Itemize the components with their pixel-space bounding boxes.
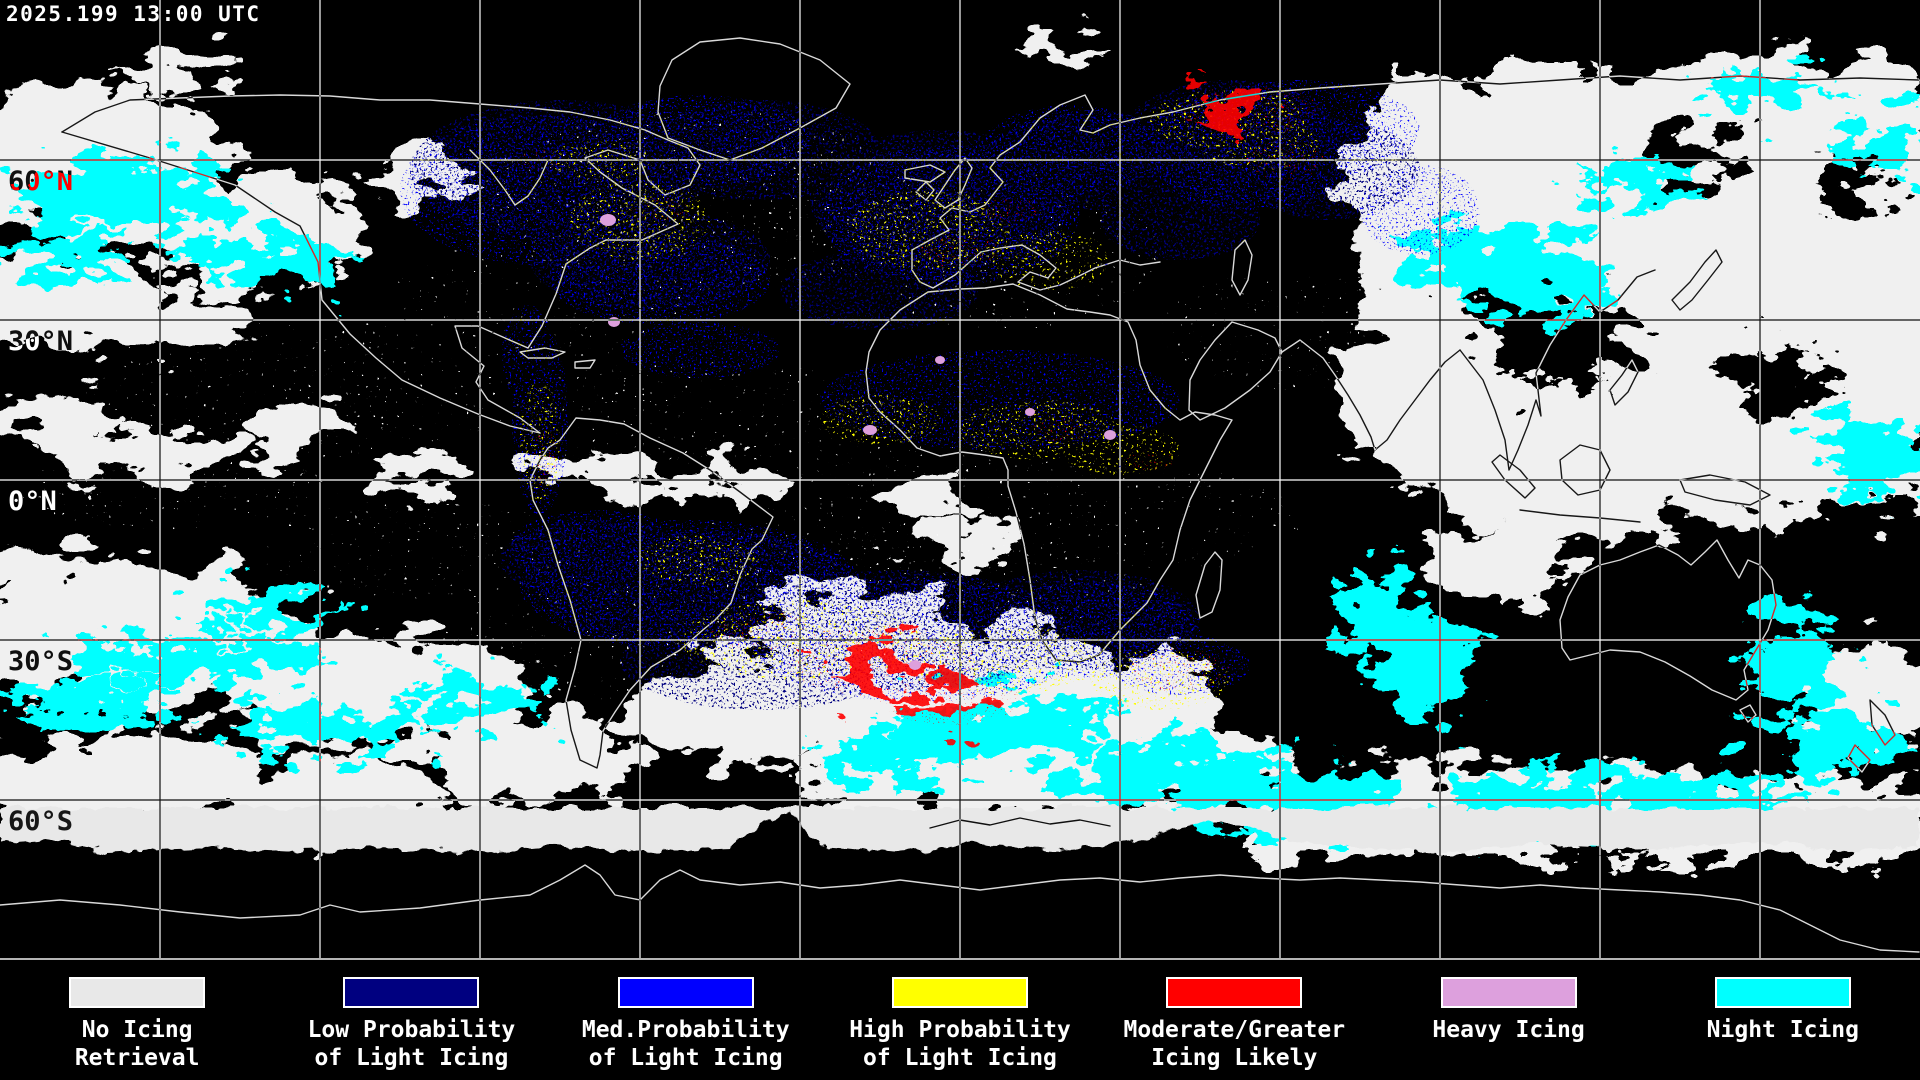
legend-item: Med.Probability of Light Icing: [549, 960, 823, 1080]
map-canvas: [0, 0, 1920, 960]
latitude-label: 30°S: [8, 646, 74, 677]
timestamp-label: 2025.199 13:00 UTC: [6, 2, 261, 26]
latitude-label: 30°N: [8, 326, 74, 357]
legend-swatch: [617, 977, 754, 1008]
legend: No Icing Retrieval Low Probability of Li…: [0, 960, 1920, 1080]
latitude-label: 60°S: [8, 806, 74, 837]
legend-label-line1: Heavy Icing: [1432, 1017, 1585, 1043]
legend-item: Moderate/Greater Icing Likely: [1097, 960, 1371, 1080]
legend-swatch: [343, 977, 480, 1008]
legend-label-line2: of Light Icing: [314, 1045, 509, 1071]
legend-label-line1: No Icing: [81, 1017, 193, 1043]
legend-swatch: [891, 977, 1028, 1008]
legend-label-line2: Icing Likely: [1151, 1045, 1318, 1071]
legend-swatch: [69, 977, 206, 1008]
legend-item: High Probability of Light Icing: [823, 960, 1097, 1080]
legend-label-line1: Low Probability: [307, 1017, 516, 1043]
legend-label-line1: Night Icing: [1706, 1017, 1859, 1043]
latitude-label: 60°N: [8, 166, 74, 197]
legend-item: Night Icing: [1646, 960, 1920, 1080]
legend-swatch: [1714, 977, 1851, 1008]
band-white-speckle-layer: [480, 110, 1150, 670]
legend-swatch: [1166, 977, 1303, 1008]
legend-label-line1: High Probability: [849, 1017, 1071, 1043]
legend-label-line1: Med.Probability: [581, 1017, 790, 1043]
legend-label-line1: Moderate/Greater: [1123, 1017, 1346, 1043]
map-legend-divider: [0, 958, 1920, 960]
gridlines-layer: [0, 0, 1920, 960]
legend-swatch: [1440, 977, 1577, 1008]
latitude-label: 0°N: [8, 486, 57, 517]
map-image: 2025.199 13:00 UTC 60°N 30°N 0°N 30°S 60°S: [0, 0, 1920, 960]
legend-item: Low Probability of Light Icing: [274, 960, 548, 1080]
cloud-gap-layer: [1452, 131, 1920, 707]
legend-label-line2: of Light Icing: [863, 1045, 1057, 1071]
legend-item: Heavy Icing: [1371, 960, 1645, 1080]
legend-label-line2: of Light Icing: [588, 1045, 783, 1071]
legend-item: No Icing Retrieval: [0, 960, 274, 1080]
legend-label-line2: Retrieval: [74, 1045, 200, 1071]
